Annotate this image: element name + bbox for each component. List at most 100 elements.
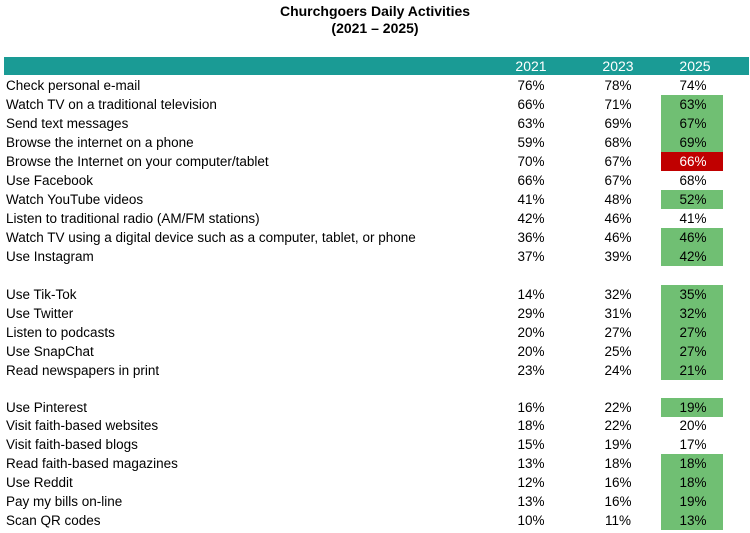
increase-highlight [661, 114, 723, 133]
table-row: Pay my bills on-line 13% 16% 19% [0, 492, 750, 511]
value-2025: 27% [679, 325, 707, 340]
table-row: Visit faith-based websites 18% 22% 20% [0, 416, 750, 435]
row-label: Use Pinterest [6, 400, 88, 415]
value-2023: 48% [604, 192, 632, 207]
value-2021: 23% [517, 363, 545, 378]
value-2021: 36% [517, 230, 545, 245]
header-2021: 2021 [515, 58, 547, 74]
row-label: Use SnapChat [6, 344, 94, 359]
table-row: Use Reddit 12% 16% 18% [0, 473, 750, 492]
value-2025: 18% [679, 456, 707, 471]
increase-highlight [661, 323, 723, 342]
value-2023: 78% [604, 78, 632, 93]
row-label: Browse the Internet on your computer/tab… [6, 154, 269, 169]
value-2025: 68% [679, 173, 707, 188]
table-row: Watch TV on a traditional television 66% 7… [0, 95, 750, 114]
value-2025: 20% [679, 418, 707, 433]
table-row: Listen to podcasts 20% 27% 27% [0, 323, 750, 342]
value-2023: 69% [604, 116, 632, 131]
value-2021: 16% [517, 400, 545, 415]
value-2025: 19% [679, 494, 707, 509]
table-row: Browse the internet on a phone 59% 68% 69% [0, 133, 750, 152]
value-2025: 41% [679, 211, 707, 226]
increase-highlight [661, 492, 723, 511]
row-label: Listen to traditional radio (AM/FM stati… [6, 211, 260, 226]
value-2021: 12% [517, 475, 545, 490]
value-2021: 13% [517, 456, 545, 471]
decrease-highlight [661, 152, 723, 171]
value-2021: 42% [517, 211, 545, 226]
value-2023: 16% [604, 494, 632, 509]
value-2025: 74% [679, 78, 707, 93]
row-label: Watch YouTube videos [6, 192, 144, 207]
row-label: Send text messages [6, 116, 129, 131]
table-row: Watch TV using a digital device such as … [0, 228, 750, 247]
value-2023: 68% [604, 135, 632, 150]
increase-highlight [661, 454, 723, 473]
value-2025: 18% [679, 475, 707, 490]
value-2023: 32% [604, 287, 632, 302]
row-label: Use Facebook [6, 173, 94, 188]
value-2021: 10% [517, 513, 545, 528]
value-2021: 66% [517, 97, 545, 112]
table-header: 2021 2023 2025 [4, 57, 749, 75]
value-2025: 66% [679, 154, 707, 169]
value-2021: 29% [517, 306, 545, 321]
value-2021: 20% [517, 344, 545, 359]
row-label: Watch TV using a digital device such as … [6, 230, 416, 245]
value-2025: 27% [679, 344, 707, 359]
value-2021: 41% [517, 192, 545, 207]
increase-highlight [661, 228, 723, 247]
value-2021: 20% [517, 325, 545, 340]
table-row: Browse the Internet on your computer/tab… [0, 152, 750, 171]
table-row: Read newspapers in print 23% 24% 21% [0, 361, 750, 380]
row-label: Read faith-based magazines [6, 456, 178, 471]
value-2023: 18% [604, 456, 632, 471]
chart-subtitle: (2021 – 2025) [331, 20, 419, 36]
value-2025: 63% [679, 97, 707, 112]
table-row: Scan QR codes 10% 11% 13% [0, 511, 750, 530]
value-2021: 15% [517, 437, 545, 452]
row-label: Browse the internet on a phone [6, 135, 194, 150]
increase-highlight [661, 511, 723, 530]
table-row: Use Tik-Tok 14% 32% 35% [0, 285, 750, 304]
value-2023: 24% [604, 363, 632, 378]
value-2023: 22% [604, 400, 632, 415]
row-label: Scan QR codes [6, 513, 101, 528]
increase-highlight [661, 190, 723, 209]
value-2023: 31% [604, 306, 632, 321]
table-row: Send text messages 63% 69% 67% [0, 114, 750, 133]
value-2025: 52% [679, 192, 707, 207]
value-2023: 39% [604, 249, 632, 264]
row-label: Check personal e-mail [6, 78, 141, 93]
table-row: Use Twitter 29% 31% 32% [0, 304, 750, 323]
row-label: Visit faith-based blogs [6, 437, 138, 452]
row-label: Watch TV on a traditional television [6, 97, 217, 112]
value-2021: 66% [517, 173, 545, 188]
table-row: Use SnapChat 20% 25% 27% [0, 342, 750, 361]
value-2023: 19% [604, 437, 632, 452]
increase-highlight [661, 398, 723, 417]
increase-highlight [661, 304, 723, 323]
increase-highlight [661, 285, 723, 304]
value-2023: 71% [604, 97, 632, 112]
value-2025: 21% [679, 363, 707, 378]
value-2021: 63% [517, 116, 545, 131]
value-2023: 11% [604, 513, 632, 528]
value-2025: 69% [679, 135, 707, 150]
row-label: Listen to podcasts [6, 325, 115, 340]
table-row: Read faith-based magazines 13% 18% 18% [0, 454, 750, 473]
increase-highlight [661, 473, 723, 492]
table-row: Visit faith-based blogs 15% 19% 17% [0, 435, 750, 454]
value-2023: 67% [604, 173, 632, 188]
header-2023: 2023 [602, 58, 634, 74]
row-label: Use Instagram [6, 249, 94, 264]
value-2021: 59% [517, 135, 545, 150]
row-label: Read newspapers in print [6, 363, 160, 378]
increase-highlight [661, 361, 723, 380]
value-2023: 25% [604, 344, 632, 359]
value-2023: 27% [604, 325, 632, 340]
value-2025: 67% [679, 116, 707, 131]
value-2021: 37% [517, 249, 545, 264]
value-2025: 13% [679, 513, 707, 528]
